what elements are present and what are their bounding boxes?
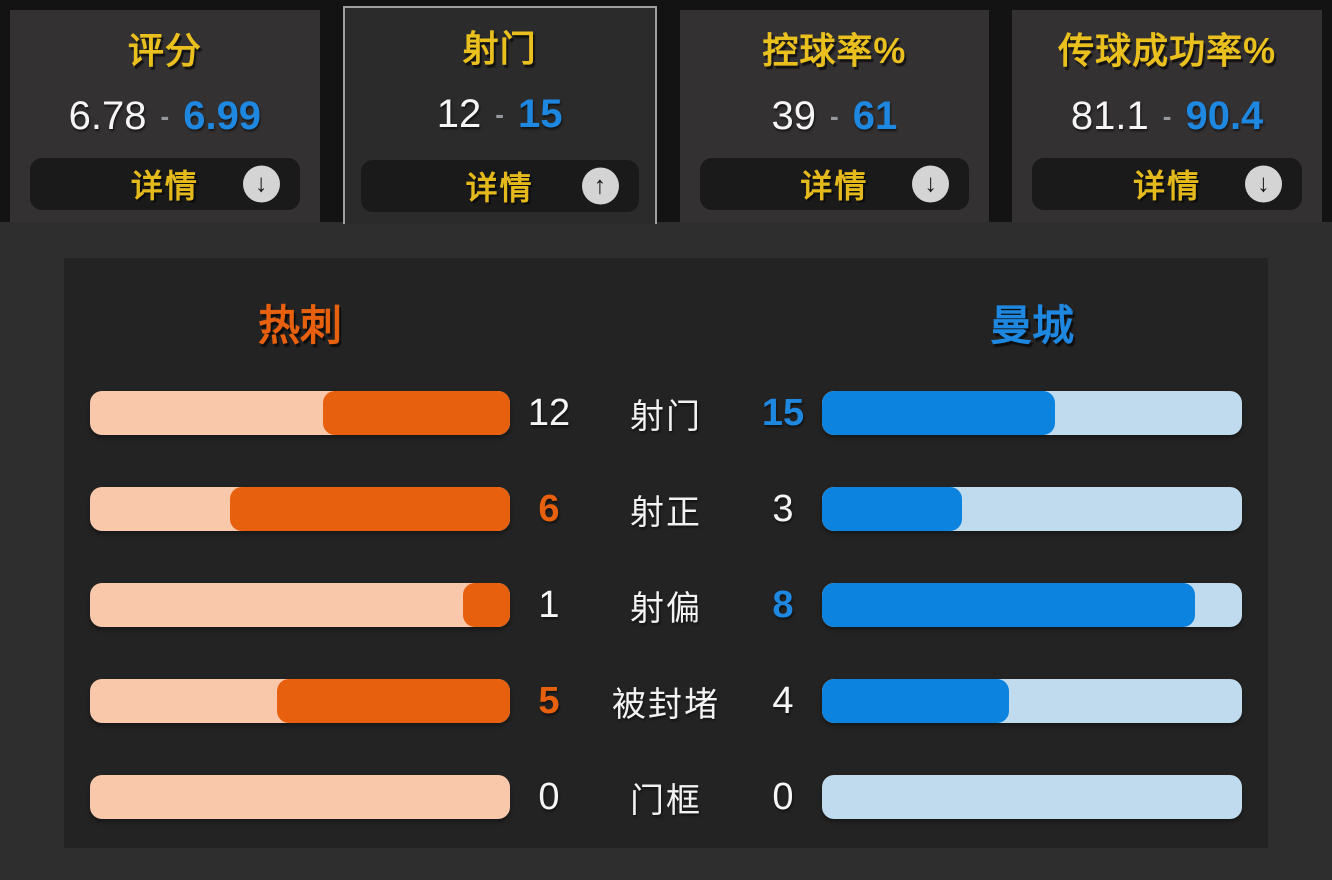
detail-button[interactable]: 详情 ↓ [1032, 158, 1302, 210]
score-separator: - [830, 101, 839, 131]
detail-button[interactable]: 详情 ↑ [360, 160, 639, 212]
stat-row-on-target: 6 射正 3 [90, 487, 1242, 532]
away-stat-value: 6.99 [183, 94, 262, 138]
home-bar [90, 583, 510, 627]
away-bar-fill [822, 679, 1009, 723]
away-bar-fill [822, 487, 962, 531]
stat-row-woodwork: 0 门框 0 [90, 775, 1242, 820]
arrow-down-icon: ↓ [242, 165, 280, 203]
tab-title: 射门 [462, 28, 537, 69]
score-separator: - [1162, 101, 1172, 131]
away-value: 8 [772, 583, 794, 626]
home-stat-value: 12 [436, 92, 482, 136]
stat-row-shots: 12 射门 15 [90, 391, 1242, 436]
away-value: 0 [772, 775, 794, 818]
stat-row-blocked: 5 被封堵 4 [90, 679, 1242, 724]
home-bar-fill [323, 391, 510, 435]
stat-label: 射正 [630, 493, 702, 532]
away-stat-value: 90.4 [1185, 94, 1264, 138]
away-bar [822, 775, 1242, 819]
home-bar-fill [463, 583, 510, 627]
away-bar-fill [822, 391, 1056, 435]
tab-possession[interactable]: 控球率% 39 - 61 详情 ↓ [679, 10, 990, 222]
tab-score-pair: 12 - 15 [437, 92, 563, 137]
away-bar [822, 583, 1242, 627]
home-stat-value: 81.1 [1070, 94, 1149, 138]
detail-button-label: 详情 [130, 168, 199, 204]
stat-label: 射门 [630, 397, 702, 436]
home-value: 1 [538, 583, 560, 626]
stat-row-off-target: 1 射偏 8 [90, 583, 1242, 628]
away-stat-value: 61 [852, 94, 898, 138]
tab-score-pair: 6.78 - 6.99 [69, 94, 261, 139]
detail-button[interactable]: 详情 ↓ [30, 158, 300, 210]
arrow-down-icon: ↓ [912, 165, 950, 203]
home-value: 5 [538, 679, 560, 722]
home-bar [90, 391, 510, 435]
score-separator: - [495, 99, 504, 129]
shots-detail-panel: 热刺 曼城 12 射门 15 6 射正 3 1 [64, 258, 1268, 848]
tab-title: 评分 [127, 30, 202, 71]
home-team-name: 热刺 [257, 302, 342, 349]
home-bar [90, 775, 510, 819]
away-value: 3 [772, 487, 794, 530]
away-bar [822, 391, 1242, 435]
detail-button-label: 详情 [1133, 168, 1202, 204]
away-team-name: 曼城 [989, 302, 1074, 349]
away-value: 4 [772, 679, 794, 722]
tab-title: 控球率% [762, 30, 907, 71]
score-separator: - [160, 101, 170, 131]
stat-tabs-bar: 评分 6.78 - 6.99 详情 ↓ 射门 12 - 15 详情 ↑ [0, 0, 1332, 224]
home-value: 12 [527, 391, 571, 434]
detail-button-label: 详情 [800, 168, 869, 204]
home-value: 0 [538, 775, 560, 818]
away-stat-value: 15 [517, 92, 563, 136]
tab-pass-success[interactable]: 传球成功率% 81.1 - 90.4 详情 ↓ [1012, 10, 1322, 222]
arrow-down-icon: ↓ [1245, 165, 1282, 203]
tab-score-pair: 81.1 - 90.4 [1071, 94, 1263, 139]
stat-label: 射偏 [630, 589, 702, 628]
home-bar [90, 679, 510, 723]
home-bar-fill [276, 679, 510, 723]
home-stat-value: 39 [771, 94, 817, 138]
tab-title: 传球成功率% [1058, 30, 1277, 71]
home-bar-fill [230, 487, 510, 531]
detail-button[interactable]: 详情 ↓ [699, 158, 970, 210]
arrow-up-icon: ↑ [581, 167, 619, 205]
away-bar [822, 679, 1242, 723]
stat-label: 被封堵 [612, 685, 720, 724]
team-names-row: 热刺 曼城 [90, 258, 1242, 353]
home-stat-value: 6.78 [68, 94, 147, 138]
stat-label: 门框 [630, 781, 702, 820]
away-value: 15 [761, 391, 805, 434]
home-value: 6 [538, 487, 560, 530]
tab-shots[interactable]: 射门 12 - 15 详情 ↑ [342, 6, 657, 224]
detail-button-label: 详情 [465, 170, 534, 206]
stat-rows: 12 射门 15 6 射正 3 1 射偏 8 5 [90, 391, 1242, 820]
away-bar [822, 487, 1242, 531]
tab-rating[interactable]: 评分 6.78 - 6.99 详情 ↓ [10, 10, 320, 222]
home-bar [90, 487, 510, 531]
tab-score-pair: 39 - 61 [772, 94, 898, 139]
away-bar-fill [822, 583, 1196, 627]
